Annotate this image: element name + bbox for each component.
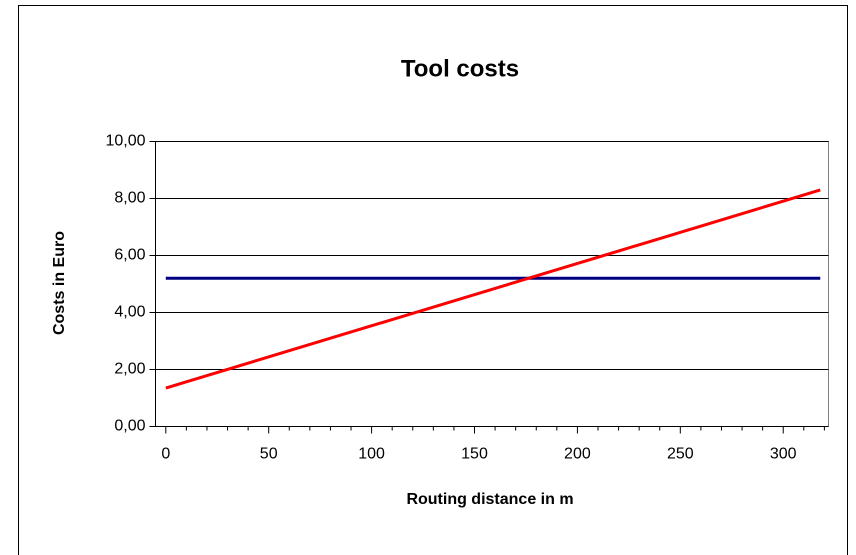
x-tick-label: 150 <box>461 446 488 463</box>
y-tick-label: 8,00 <box>114 190 145 207</box>
y-tick-label: 6,00 <box>114 247 145 264</box>
y-tick-label: 2,00 <box>114 361 145 378</box>
y-tick-label: 0,00 <box>114 418 145 435</box>
plot-area <box>155 141 829 427</box>
y-axis-title: Costs in Euro <box>51 231 68 335</box>
chart-title: Tool costs <box>401 55 519 82</box>
x-tick-label: 100 <box>358 446 385 463</box>
y-tick-label: 4,00 <box>114 304 145 321</box>
y-tick-label: 10,00 <box>105 133 145 150</box>
x-axis-title: Routing distance in m <box>406 491 573 508</box>
x-tick-label: 300 <box>770 446 797 463</box>
series-line <box>165 188 821 390</box>
x-tick-label: 200 <box>564 446 591 463</box>
x-tick-label: 50 <box>260 446 278 463</box>
x-tick-label: 0 <box>161 446 170 463</box>
x-tick-label: 250 <box>667 446 694 463</box>
